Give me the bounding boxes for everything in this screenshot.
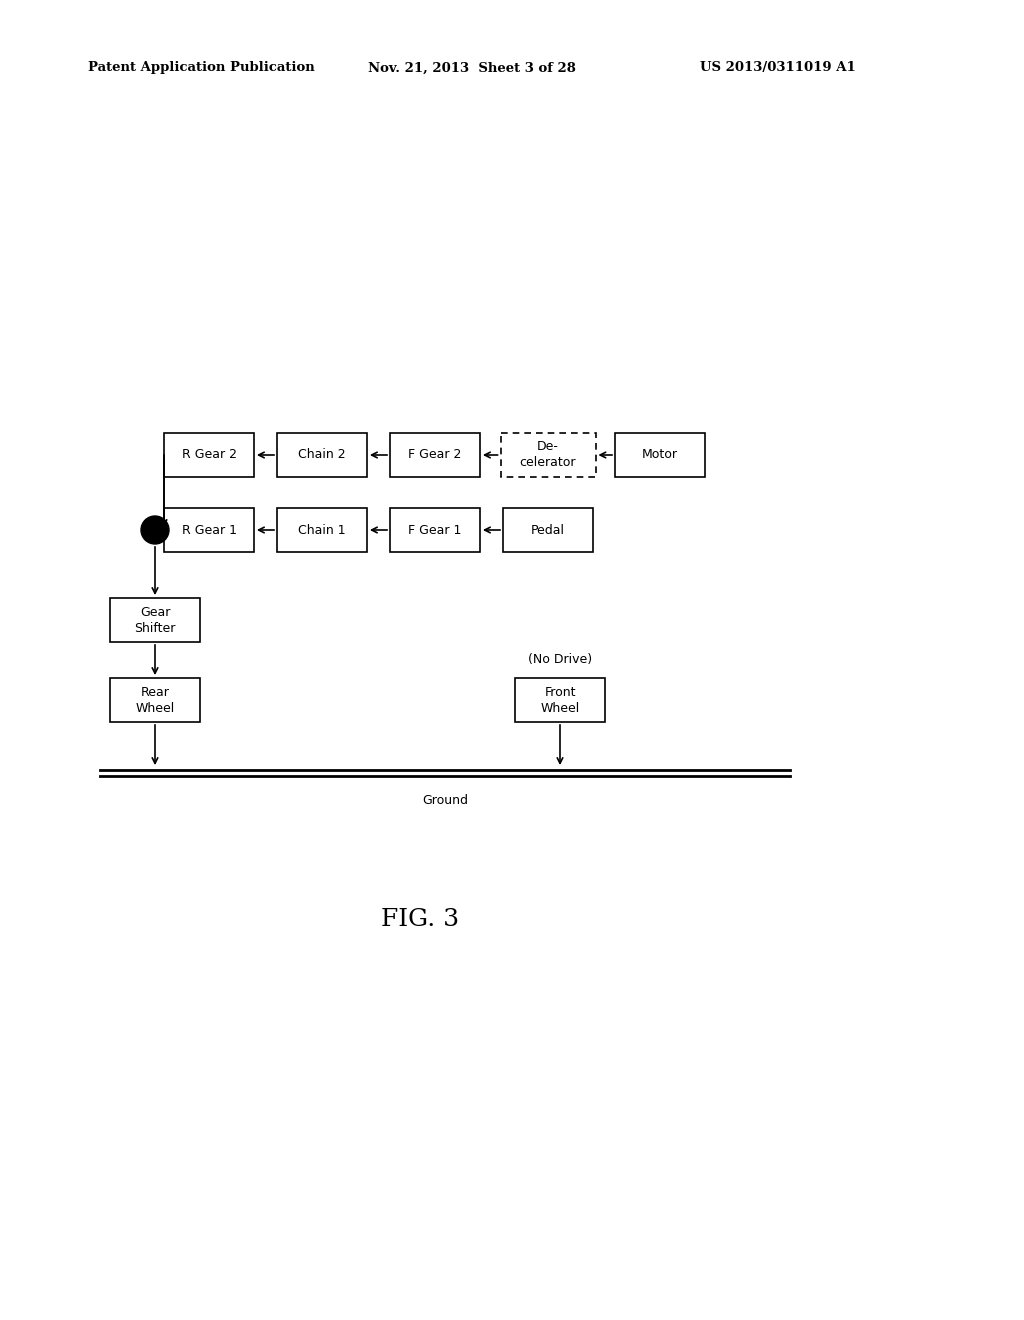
Bar (110, 598, 200, 642)
Bar (615, 433, 705, 477)
Bar (503, 508, 593, 552)
Bar (501, 433, 596, 477)
Bar (110, 678, 200, 722)
Text: Rear
Wheel: Rear Wheel (135, 685, 175, 714)
Bar (515, 678, 605, 722)
Text: R Gear 1: R Gear 1 (181, 524, 237, 536)
Bar (164, 508, 254, 552)
Text: R Gear 2: R Gear 2 (181, 449, 237, 462)
Bar (278, 508, 367, 552)
Text: F Gear 2: F Gear 2 (409, 449, 462, 462)
Text: Ground: Ground (422, 795, 468, 807)
Text: Motor: Motor (642, 449, 678, 462)
Text: Chain 2: Chain 2 (298, 449, 346, 462)
Bar (390, 433, 480, 477)
Text: Gear
Shifter: Gear Shifter (134, 606, 176, 635)
Text: Nov. 21, 2013  Sheet 3 of 28: Nov. 21, 2013 Sheet 3 of 28 (368, 62, 575, 74)
Text: Patent Application Publication: Patent Application Publication (88, 62, 314, 74)
Text: (No Drive): (No Drive) (528, 653, 592, 667)
Text: Chain 1: Chain 1 (298, 524, 346, 536)
Bar (390, 508, 480, 552)
Text: F Gear 1: F Gear 1 (409, 524, 462, 536)
Text: Front
Wheel: Front Wheel (541, 685, 580, 714)
Text: FIG. 3: FIG. 3 (381, 908, 459, 932)
Text: US 2013/0311019 A1: US 2013/0311019 A1 (700, 62, 856, 74)
Circle shape (141, 516, 169, 544)
Text: Pedal: Pedal (531, 524, 565, 536)
Text: De-
celerator: De- celerator (520, 441, 577, 470)
Bar (278, 433, 367, 477)
Bar (164, 433, 254, 477)
